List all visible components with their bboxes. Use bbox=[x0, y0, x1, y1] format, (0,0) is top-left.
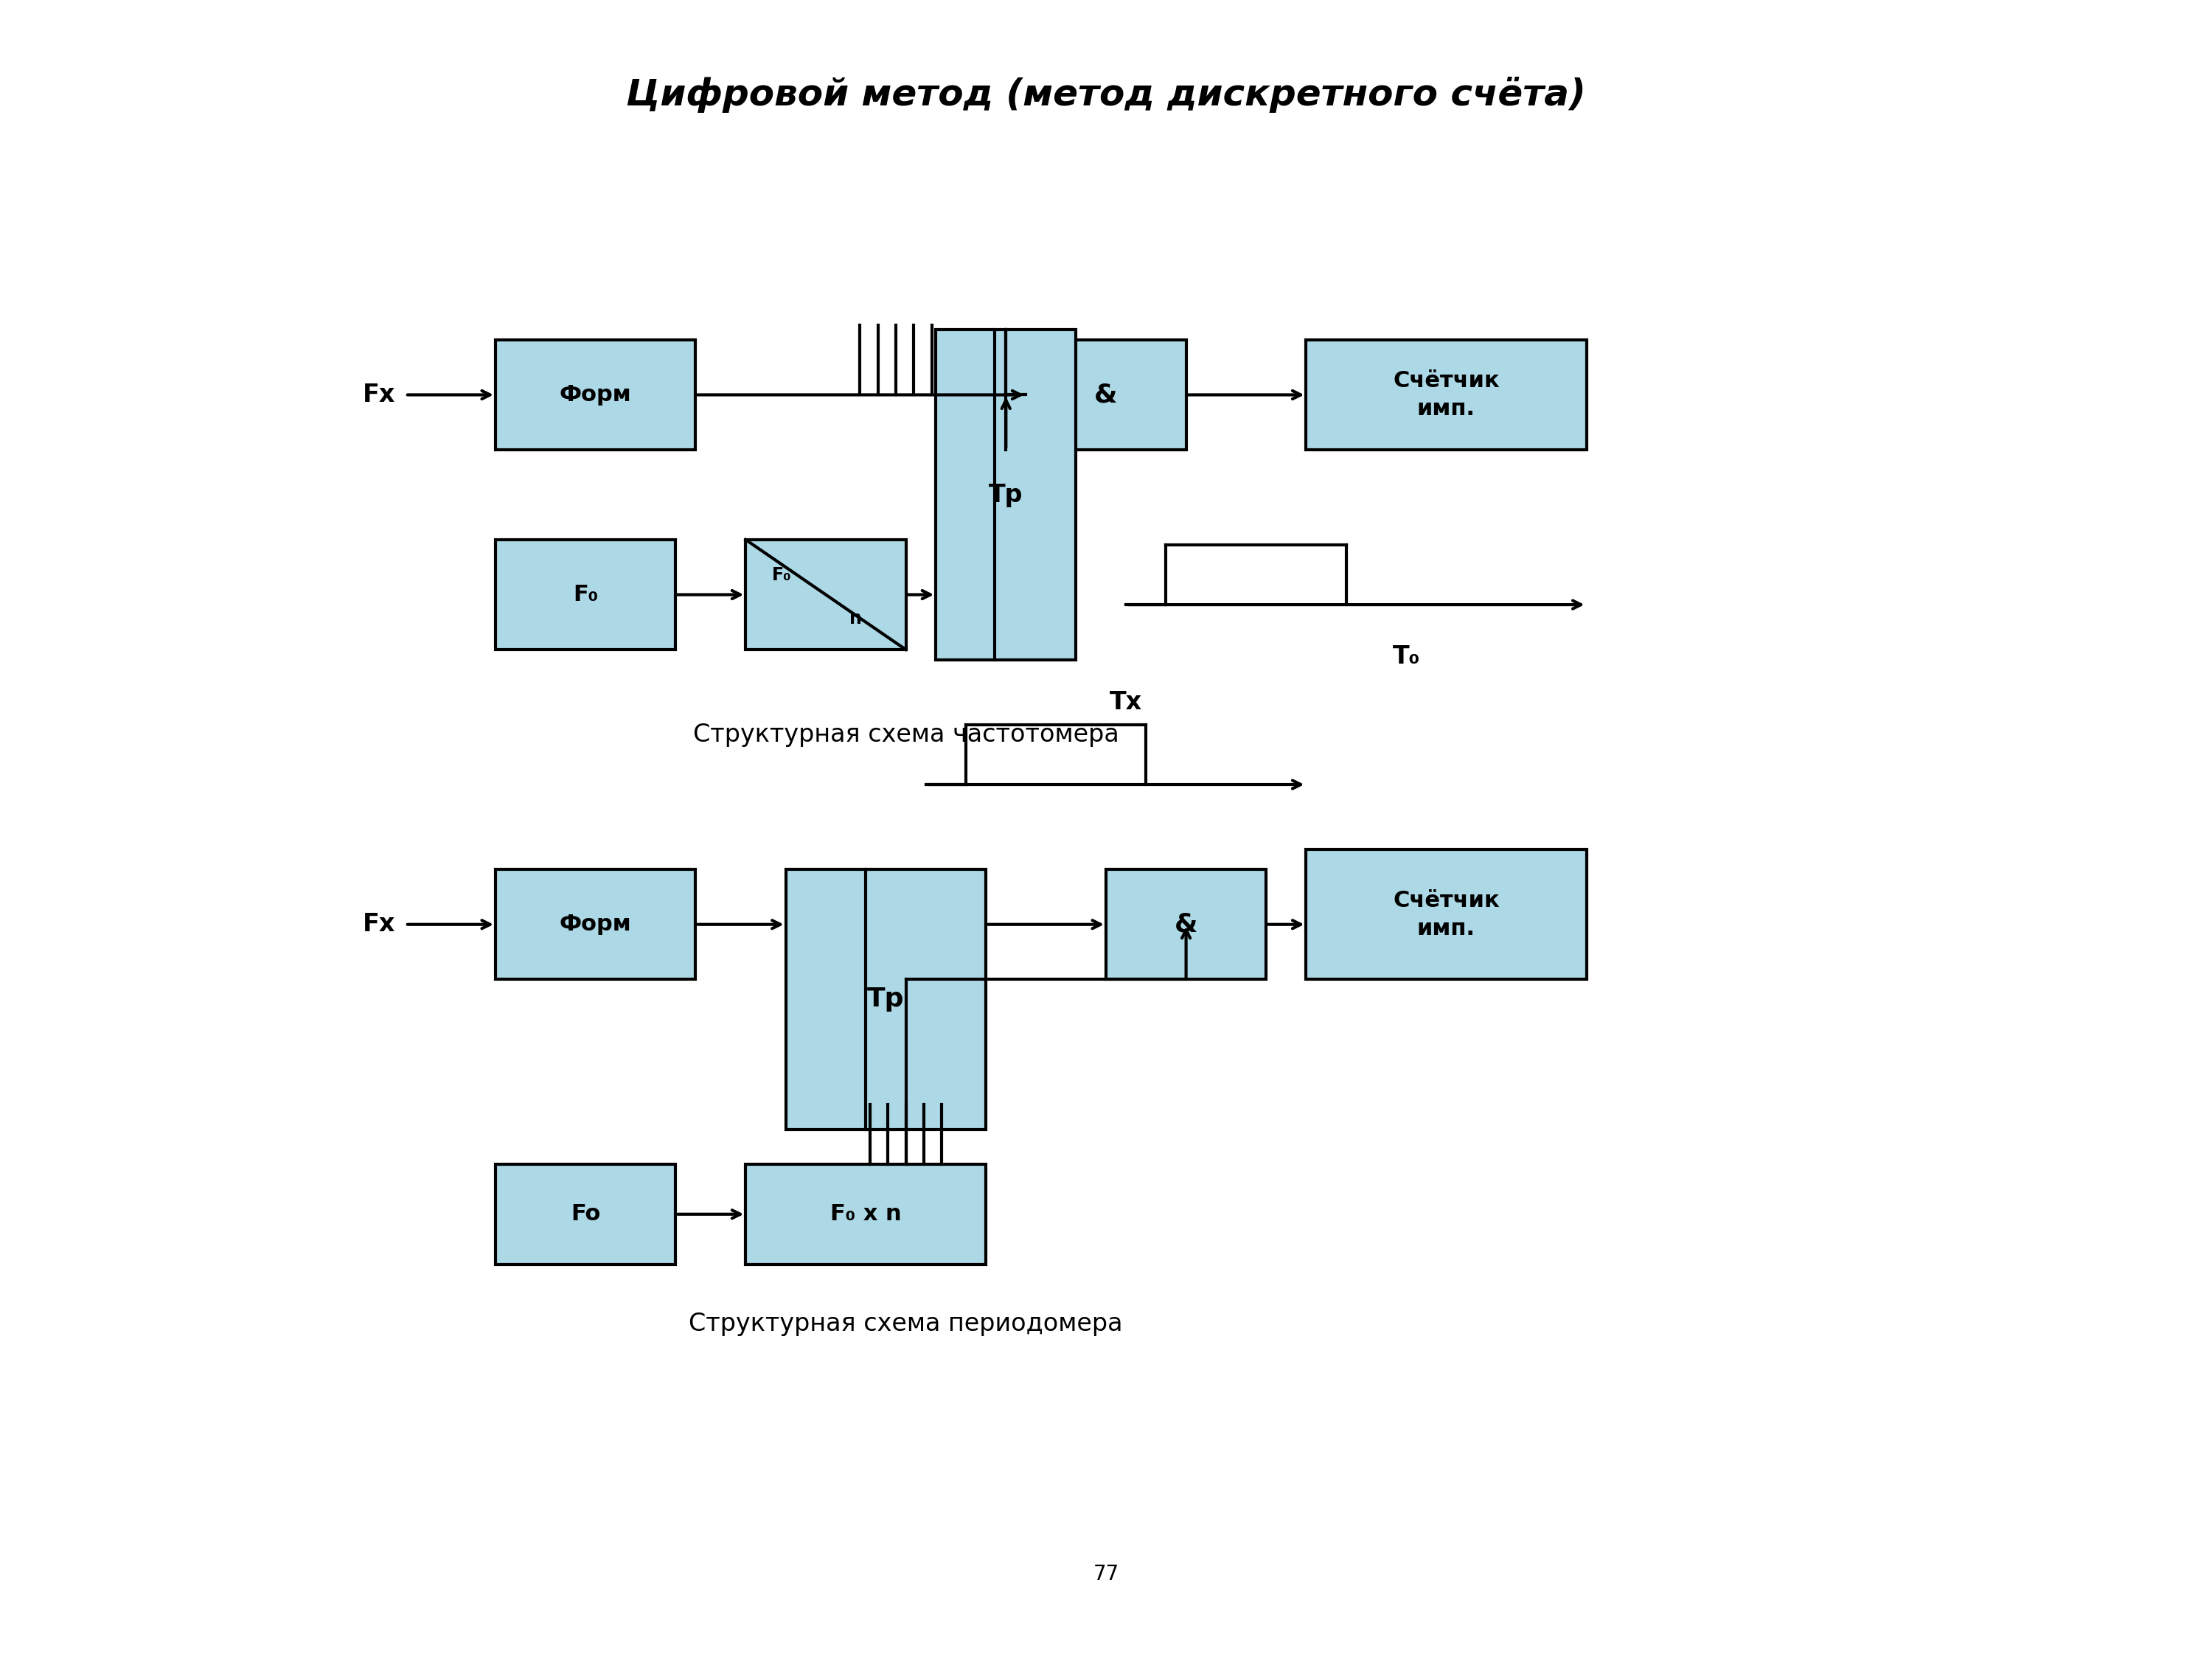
Text: Fx: Fx bbox=[363, 383, 396, 406]
Text: имп.: имп. bbox=[1418, 917, 1475, 939]
Bar bbox=[936, 330, 1075, 660]
Text: Счётчик: Счётчик bbox=[1394, 889, 1500, 911]
Text: Тр: Тр bbox=[989, 483, 1024, 508]
Text: Fo: Fo bbox=[571, 1203, 599, 1224]
Bar bbox=[495, 1165, 675, 1264]
Text: Тр: Тр bbox=[867, 987, 905, 1012]
Text: F₀: F₀ bbox=[772, 566, 792, 584]
Text: Структурная схема частотомера: Структурная схема частотомера bbox=[692, 722, 1119, 747]
Bar bbox=[1305, 340, 1586, 450]
Text: Структурная схема периодомера: Структурная схема периодомера bbox=[688, 1312, 1124, 1335]
Text: Цифровой метод (метод дискретного счёта): Цифровой метод (метод дискретного счёта) bbox=[626, 76, 1586, 113]
Text: &: & bbox=[1175, 912, 1197, 937]
Text: 77: 77 bbox=[1093, 1564, 1119, 1584]
Bar bbox=[495, 869, 695, 979]
Bar bbox=[745, 539, 907, 650]
Bar bbox=[1305, 849, 1586, 979]
Text: Тx: Тx bbox=[1110, 690, 1141, 715]
Text: T₀: T₀ bbox=[1394, 645, 1420, 669]
Bar bbox=[1106, 869, 1265, 979]
Text: F₀ x n: F₀ x n bbox=[830, 1203, 902, 1224]
Text: Счётчик: Счётчик bbox=[1394, 370, 1500, 392]
Text: имп.: имп. bbox=[1418, 398, 1475, 420]
Text: Форм: Форм bbox=[560, 385, 633, 405]
Bar bbox=[785, 869, 987, 1130]
Bar bbox=[1026, 340, 1186, 450]
Text: F₀: F₀ bbox=[573, 584, 597, 606]
Text: &: & bbox=[1095, 382, 1117, 408]
Bar bbox=[495, 539, 675, 650]
Text: Форм: Форм bbox=[560, 914, 633, 936]
Bar bbox=[745, 1165, 987, 1264]
Bar bbox=[495, 340, 695, 450]
Text: Fx: Fx bbox=[363, 912, 396, 937]
Text: n: n bbox=[849, 611, 863, 627]
